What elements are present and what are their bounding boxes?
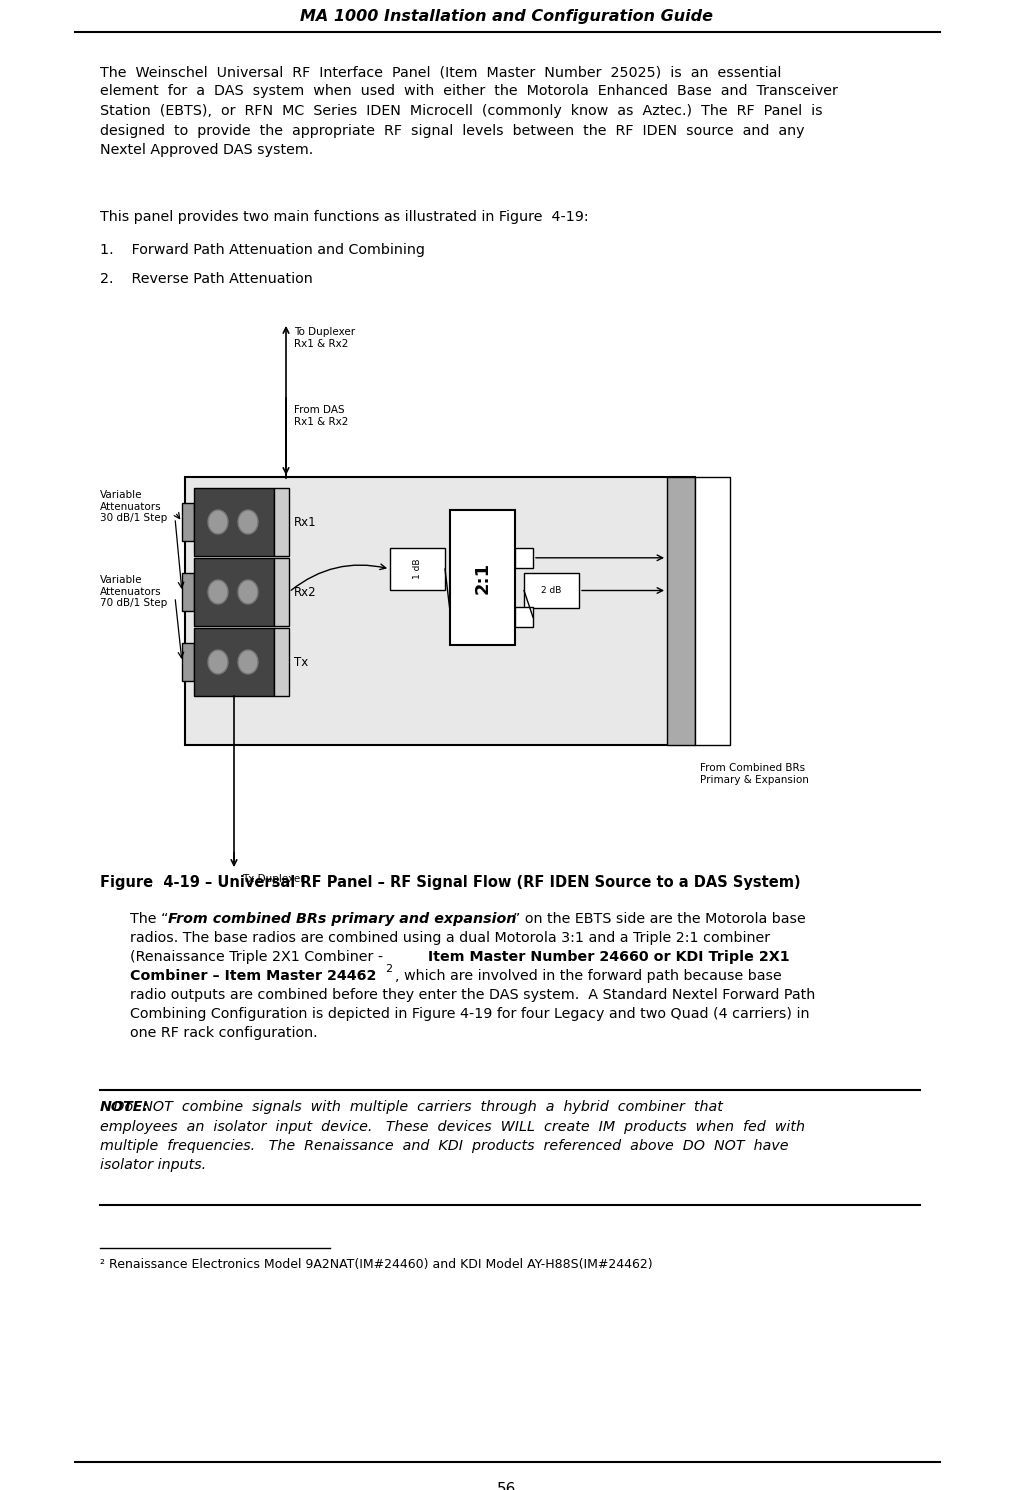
Bar: [182, 504, 194, 541]
Text: 1 dB: 1 dB: [413, 559, 422, 580]
Text: multiple  frequencies.   The  Renaissance  and  KDI  products  referenced  above: multiple frequencies. The Renaissance an…: [100, 1138, 789, 1153]
Text: The “: The “: [130, 912, 168, 925]
Text: 2:1: 2:1: [474, 562, 492, 593]
Text: radios. The base radios are combined using a dual Motorola 3:1 and a Triple 2:1 : radios. The base radios are combined usi…: [130, 931, 770, 945]
Text: 2.    Reverse Path Attenuation: 2. Reverse Path Attenuation: [100, 273, 312, 286]
Ellipse shape: [208, 510, 228, 533]
Bar: [515, 548, 533, 568]
Ellipse shape: [238, 650, 258, 673]
Bar: [695, 477, 730, 745]
Text: element  for  a  DAS  system  when  used  with  either  the  Motorola  Enhanced : element for a DAS system when used with …: [100, 85, 838, 98]
Bar: [524, 574, 579, 608]
Text: This panel provides two main functions as illustrated in Figure  4-19:: This panel provides two main functions a…: [100, 210, 588, 224]
Text: Rx2: Rx2: [294, 586, 316, 599]
Bar: [274, 489, 289, 556]
Text: Variable
Attenuators
30 dB/1 Step: Variable Attenuators 30 dB/1 Step: [100, 490, 167, 523]
Text: isolator inputs.: isolator inputs.: [100, 1159, 206, 1173]
Text: Combiner – Item Master 24462: Combiner – Item Master 24462: [130, 968, 376, 983]
Ellipse shape: [208, 650, 228, 673]
Text: Variable
Attenuators
70 dB/1 Step: Variable Attenuators 70 dB/1 Step: [100, 575, 167, 608]
Bar: [667, 477, 695, 745]
Ellipse shape: [238, 580, 258, 603]
Bar: [450, 510, 515, 645]
Text: 56: 56: [497, 1483, 517, 1490]
Text: Tx Duplexer: Tx Duplexer: [242, 875, 304, 884]
Text: To Duplexer
Rx1 & Rx2: To Duplexer Rx1 & Rx2: [294, 328, 355, 349]
Text: radio outputs are combined before they enter the DAS system.  A Standard Nextel : radio outputs are combined before they e…: [130, 988, 815, 1001]
Bar: [194, 627, 274, 696]
Text: From Combined BRs
Primary & Expansion: From Combined BRs Primary & Expansion: [700, 763, 809, 785]
Text: 2: 2: [385, 964, 392, 974]
Text: (Renaissance Triple 2X1 Combiner -: (Renaissance Triple 2X1 Combiner -: [130, 951, 387, 964]
Text: The  Weinschel  Universal  RF  Interface  Panel  (Item  Master  Number  25025)  : The Weinschel Universal RF Interface Pan…: [100, 66, 782, 79]
Text: 2 dB: 2 dB: [541, 586, 562, 595]
Text: Rx1: Rx1: [294, 516, 316, 529]
Text: designed  to  provide  the  appropriate  RF  signal  levels  between  the  RF  I: designed to provide the appropriate RF s…: [100, 124, 804, 137]
Text: Station  (EBTS),  or  RFN  MC  Series  IDEN  Microcell  (commonly  know  as  Azt: Station (EBTS), or RFN MC Series IDEN Mi…: [100, 104, 822, 118]
Text: Tx: Tx: [294, 656, 308, 669]
Text: NOTE:: NOTE:: [100, 1100, 149, 1115]
Bar: [390, 548, 445, 590]
Bar: [182, 644, 194, 681]
Bar: [515, 608, 533, 627]
Text: 1.    Forward Path Attenuation and Combining: 1. Forward Path Attenuation and Combinin…: [100, 243, 425, 256]
Ellipse shape: [238, 510, 258, 533]
Text: Do  NOT  combine  signals  with  multiple  carriers  through  a  hybrid  combine: Do NOT combine signals with multiple car…: [100, 1100, 723, 1115]
Text: Item Master Number 24660 or KDI Triple 2X1: Item Master Number 24660 or KDI Triple 2…: [428, 951, 790, 964]
Text: From DAS
Rx1 & Rx2: From DAS Rx1 & Rx2: [294, 405, 349, 426]
Ellipse shape: [208, 580, 228, 603]
Text: From combined BRs primary and expansion: From combined BRs primary and expansion: [168, 912, 516, 925]
Bar: [185, 477, 695, 745]
Text: ” on the EBTS side are the Motorola base: ” on the EBTS side are the Motorola base: [513, 912, 806, 925]
Text: employees  an  isolator  input  device.   These  devices  WILL  create  IM  prod: employees an isolator input device. Thes…: [100, 1119, 805, 1134]
Text: Combining Configuration is depicted in Figure 4-19 for four Legacy and two Quad : Combining Configuration is depicted in F…: [130, 1007, 809, 1021]
Text: one RF rack configuration.: one RF rack configuration.: [130, 1027, 317, 1040]
Text: Nextel Approved DAS system.: Nextel Approved DAS system.: [100, 143, 313, 156]
Text: ² Renaissance Electronics Model 9A2NAT(IM#24460) and KDI Model AY-H88S(IM#24462): ² Renaissance Electronics Model 9A2NAT(I…: [100, 1258, 653, 1271]
Bar: [194, 489, 274, 556]
Text: , which are involved in the forward path because base: , which are involved in the forward path…: [395, 968, 782, 983]
Bar: [194, 557, 274, 626]
Bar: [182, 574, 194, 611]
Text: Figure  4-19 – Universal RF Panel – RF Signal Flow (RF IDEN Source to a DAS Syst: Figure 4-19 – Universal RF Panel – RF Si…: [100, 875, 801, 890]
Bar: [274, 557, 289, 626]
Text: MA 1000 Installation and Configuration Guide: MA 1000 Installation and Configuration G…: [300, 9, 714, 24]
Bar: [274, 627, 289, 696]
